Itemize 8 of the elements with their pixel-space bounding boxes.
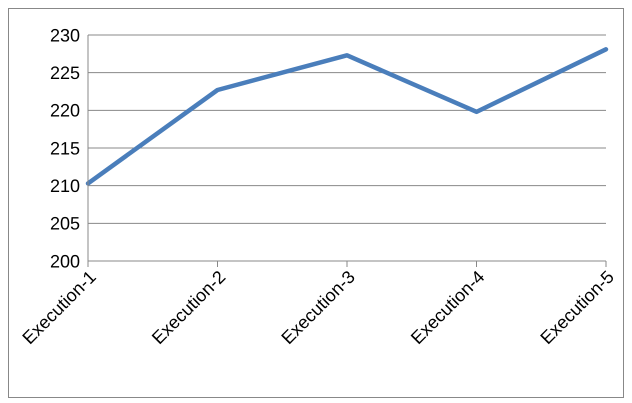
y-tick-label: 225 bbox=[50, 63, 80, 84]
y-tick-label: 220 bbox=[50, 100, 80, 121]
line-series bbox=[86, 47, 608, 186]
y-tick-label: 215 bbox=[50, 138, 80, 158]
y-tick-label: 230 bbox=[50, 25, 80, 46]
y-tick-label: 205 bbox=[50, 214, 80, 234]
y-tick-label: 200 bbox=[50, 251, 80, 272]
y-tick-label: 210 bbox=[50, 176, 80, 196]
